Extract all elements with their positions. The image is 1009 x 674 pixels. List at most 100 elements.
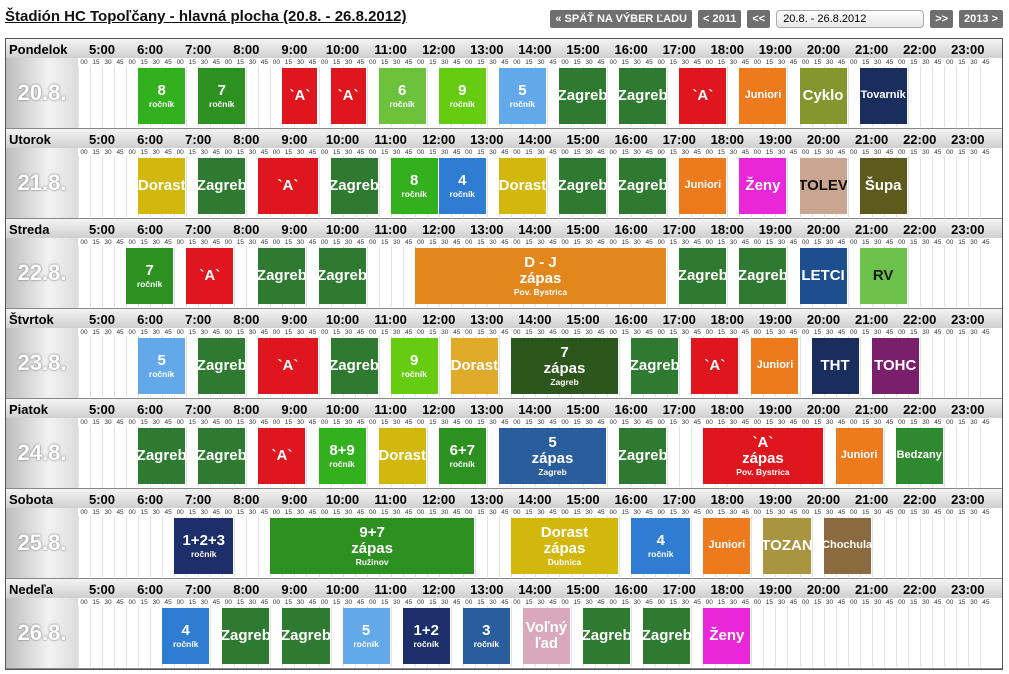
booking: 6+7 ročník [438, 428, 486, 484]
quarter-label: 15 [236, 509, 244, 516]
hour-label: 8:00 [233, 42, 260, 57]
booking: 4 ročník [631, 518, 691, 574]
booking-text: Zagreb [619, 177, 667, 195]
nav-button[interactable]: << [747, 10, 771, 28]
day-name: Streda [9, 222, 50, 237]
quarter-label: 15 [284, 329, 293, 336]
quarter-label: 15 [717, 59, 725, 66]
hour-label: 19:00 [758, 132, 793, 147]
quarter-label: 15 [477, 239, 485, 246]
grid-line [426, 426, 428, 487]
booking: Juniori [835, 428, 883, 484]
quarter-label: 00 [224, 599, 232, 606]
grid-line [871, 606, 873, 667]
quarter-label: 45 [982, 59, 990, 66]
quarter-label: 30 [825, 599, 834, 606]
hour-label: 5:00 [88, 402, 116, 417]
quarter-label: 30 [970, 419, 978, 426]
day-header [6, 489, 1002, 508]
quarter-label: 45 [837, 419, 846, 426]
quarter-label: 15 [92, 599, 100, 606]
hour-label: 13:00 [470, 42, 504, 57]
grid-line [114, 156, 116, 217]
hour-label: 8:00 [233, 402, 260, 417]
week-select[interactable]: 20.8. - 26.8.2012 [776, 10, 925, 28]
quarter-label: 45 [356, 419, 365, 426]
quarter-label: 00 [128, 419, 136, 426]
grid-line [498, 516, 500, 577]
quarter-label: 45 [308, 59, 317, 66]
booking-text: 7 [217, 81, 226, 99]
quarter-label: 45 [405, 419, 413, 426]
quarter-label: 15 [813, 329, 822, 336]
booking: 4 ročník [438, 158, 486, 214]
booking-text: Ružinov [355, 557, 389, 568]
quarter-label: 00 [224, 509, 232, 516]
quarter-label: 30 [537, 329, 545, 336]
day-date: 22.8. [6, 238, 78, 308]
quarter-label: 00 [272, 329, 280, 336]
hour-label: 14:00 [518, 402, 552, 417]
grid-line [378, 246, 380, 307]
grid-line [90, 156, 92, 217]
quarter-label: 45 [645, 239, 653, 246]
grid-line [919, 516, 921, 577]
grid-line [150, 516, 152, 577]
booking-text: Juniori [744, 89, 782, 102]
booking: Dorast [378, 428, 426, 484]
day-name: Nedeľa [9, 582, 54, 597]
quarter-label: 30 [200, 239, 208, 246]
quarter-label: 30 [441, 509, 449, 516]
nav-button[interactable]: >> [930, 10, 954, 28]
quarter-label: 00 [513, 419, 521, 426]
grid-line [318, 156, 320, 217]
quarter-label: 15 [332, 599, 341, 606]
quarter-label: 15 [477, 329, 485, 336]
grid-line [691, 606, 693, 667]
grid-line [114, 246, 116, 307]
booking-text: Zagreb [559, 177, 607, 195]
nav-button[interactable]: 2013 > [959, 10, 1003, 28]
quarter-label: 00 [946, 59, 954, 66]
grid-line [114, 516, 116, 577]
quarter-label: 30 [537, 59, 545, 66]
quarter-label: 45 [789, 239, 798, 246]
booking: Zagreb [318, 248, 366, 304]
booking-text: ročník [401, 189, 427, 200]
quarter-label: 30 [296, 329, 305, 336]
hour-label: 7:00 [185, 42, 212, 57]
booking: Zagreb [198, 428, 246, 484]
booking-text: ročník [329, 459, 355, 470]
quarter-label: 00 [753, 419, 761, 426]
grid-line [90, 66, 92, 127]
nav-button[interactable]: « SPÄŤ NA VÝBER ĽADU [550, 10, 692, 28]
quarter-label: 30 [344, 599, 353, 606]
quarter-label: 15 [958, 149, 966, 156]
hour-label: 6:00 [137, 492, 164, 507]
quarter-label: 15 [862, 329, 870, 336]
quarter-label: 45 [260, 239, 268, 246]
quarter-label: 15 [429, 59, 437, 66]
quarter-label: 30 [970, 239, 978, 246]
booking: THT [811, 338, 859, 394]
quarter-label: 30 [922, 509, 930, 516]
booking-text: 5 [548, 433, 557, 451]
quarter-label: 15 [573, 149, 581, 156]
quarter-label: 00 [657, 599, 665, 606]
hour-label: 18:00 [710, 582, 744, 597]
quarter-label: 00 [513, 599, 521, 606]
grid-line [667, 426, 669, 487]
hour-label: 5:00 [88, 132, 116, 147]
booking: 5 ročník [138, 338, 186, 394]
quarter-label: 15 [910, 419, 918, 426]
quarter-label: 15 [140, 419, 148, 426]
quarter-label: 30 [200, 419, 208, 426]
quarter-label: 15 [525, 59, 533, 66]
quarter-label: 30 [104, 329, 112, 336]
grid-line [751, 606, 753, 667]
grid-line [102, 66, 104, 127]
nav-button[interactable]: < 2011 [697, 10, 742, 28]
grid-line [138, 516, 140, 577]
quarter-label: 30 [633, 329, 641, 336]
row-separator [6, 128, 1002, 129]
